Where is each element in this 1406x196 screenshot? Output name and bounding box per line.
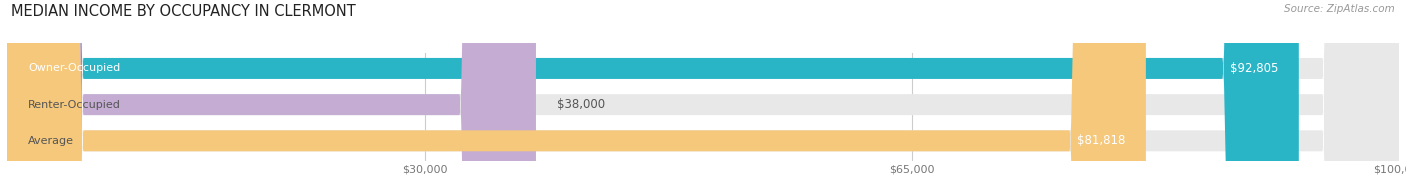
Text: MEDIAN INCOME BY OCCUPANCY IN CLERMONT: MEDIAN INCOME BY OCCUPANCY IN CLERMONT bbox=[11, 4, 356, 19]
FancyBboxPatch shape bbox=[7, 0, 1299, 196]
FancyBboxPatch shape bbox=[7, 0, 1146, 196]
Text: $81,818: $81,818 bbox=[1077, 134, 1125, 147]
Text: Renter-Occupied: Renter-Occupied bbox=[28, 100, 121, 110]
Text: Source: ZipAtlas.com: Source: ZipAtlas.com bbox=[1284, 4, 1395, 14]
Text: $38,000: $38,000 bbox=[557, 98, 605, 111]
FancyBboxPatch shape bbox=[7, 0, 1399, 196]
Text: $92,805: $92,805 bbox=[1230, 62, 1278, 75]
Text: Owner-Occupied: Owner-Occupied bbox=[28, 64, 120, 74]
FancyBboxPatch shape bbox=[7, 0, 1399, 196]
FancyBboxPatch shape bbox=[7, 0, 1399, 196]
FancyBboxPatch shape bbox=[7, 0, 536, 196]
Text: Average: Average bbox=[28, 136, 75, 146]
